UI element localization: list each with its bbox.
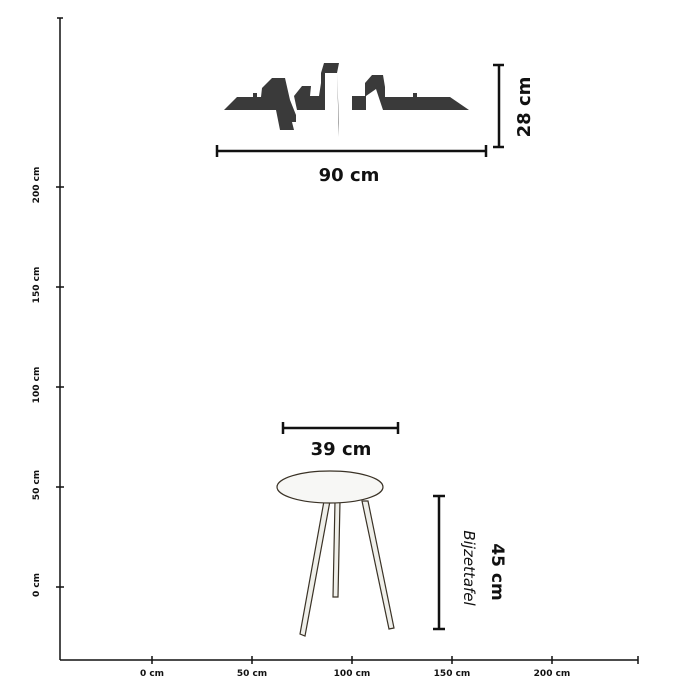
- shelf-bracket: [253, 93, 257, 98]
- x-tick-label: 0 cm: [140, 669, 164, 679]
- table-leg: [299, 500, 331, 637]
- x-tick-label: 150 cm: [434, 669, 471, 679]
- y-tick-label: 200 cm: [32, 167, 42, 204]
- table-width-label: 39 cm: [311, 439, 372, 460]
- x-tick-label: 200 cm: [534, 669, 571, 679]
- y-tick-label: 0 cm: [32, 573, 42, 597]
- y-tick-label: 50 cm: [32, 470, 42, 500]
- table-top: [276, 470, 384, 504]
- y-tick-label: 150 cm: [32, 267, 42, 304]
- shelf-body: [224, 63, 469, 137]
- shelf-width-label: 90 cm: [319, 165, 380, 186]
- side-table-illustration: [276, 470, 395, 637]
- table-name-label: Bijzettafel: [460, 530, 478, 606]
- table-height-label: 45 cm: [487, 543, 507, 600]
- x-tick-label: 100 cm: [334, 669, 371, 679]
- x-tick-label: 50 cm: [237, 669, 267, 679]
- shelf-height-label: 28 cm: [514, 77, 535, 138]
- table-leg: [361, 500, 395, 630]
- shelf-bracket: [413, 93, 417, 98]
- wall-shelf-illustration: [224, 63, 469, 137]
- table-leg: [332, 500, 341, 598]
- y-tick-label: 100 cm: [32, 367, 42, 404]
